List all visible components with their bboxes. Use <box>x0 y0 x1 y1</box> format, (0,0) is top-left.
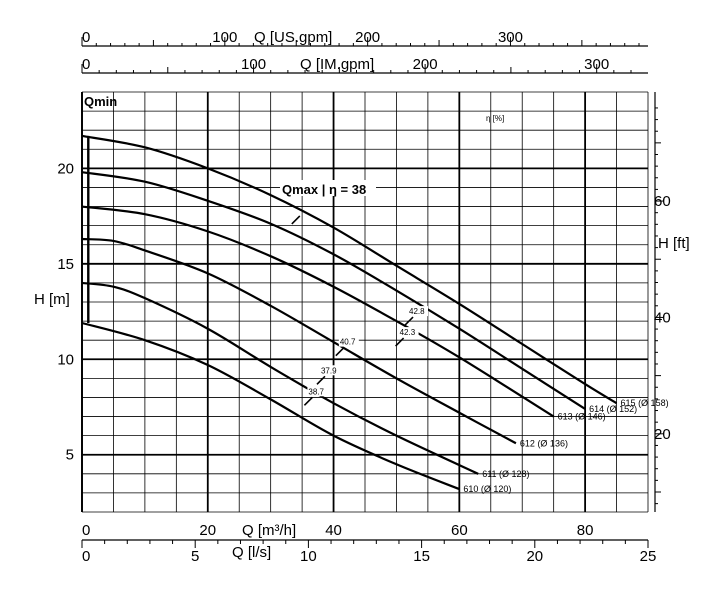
curve-label: 614 (Ø 152) <box>589 404 637 414</box>
y-tick-label-m: 10 <box>57 351 74 368</box>
qmax-tick <box>335 347 345 357</box>
qmax-title: Qmax | η = 38 <box>282 182 366 197</box>
x-tick-label-ls: 25 <box>640 548 657 565</box>
qmax-value-label: 42.3 <box>400 328 416 337</box>
qmax-value-label: 42.8 <box>409 307 425 316</box>
x-tick-label-ls: 5 <box>191 548 199 565</box>
left-axis: 5 10 15 20 H [m] <box>34 160 74 463</box>
x-tick-label-m3h: 40 <box>325 522 342 539</box>
qmax-value-label: 37.9 <box>321 366 337 375</box>
qmax-label-bg <box>338 336 359 347</box>
qmax-label-bg <box>398 327 419 338</box>
y-axis-title-m: H [m] <box>34 291 70 308</box>
im-gpm-tick-label: 0 <box>82 56 90 73</box>
us-gpm-axis-title: Q [US.gpm] <box>254 29 332 46</box>
x-tick-label-m3h: 80 <box>577 522 594 539</box>
qmax-tick <box>316 375 326 385</box>
curve-610 <box>81 321 460 491</box>
qmax-tick <box>395 337 405 347</box>
curve-614 <box>81 171 586 410</box>
ft-tick-label: 60 <box>654 193 671 210</box>
qmax-label-bg <box>319 365 340 376</box>
x-tick-label-ls: 20 <box>526 548 543 565</box>
qmax-value-label: 40.7 <box>340 338 356 347</box>
us-gpm-tick-label: 300 <box>498 29 523 46</box>
curve-611 <box>81 281 479 475</box>
x-tick-label-ls: 0 <box>82 548 90 565</box>
grid <box>81 91 649 513</box>
x-tick-label-m3h: 20 <box>199 522 216 539</box>
us-gpm-tick-label: 100 <box>212 29 237 46</box>
x-axis-title-m3h: Q [m³/h] <box>242 522 296 539</box>
x-tick-label-m3h: 60 <box>451 522 468 539</box>
y-tick-label-m: 20 <box>57 160 74 177</box>
y-tick-label-m: 5 <box>66 447 74 464</box>
ft-axis-title: H [ft] <box>658 235 690 252</box>
qmax-label-bg <box>307 386 328 397</box>
im-gpm-tick-label: 200 <box>413 56 438 73</box>
ft-tick-label: 40 <box>654 309 671 326</box>
qmax-value-label: 38.7 <box>308 387 324 396</box>
us-gpm-tick-label: 0 <box>82 29 90 46</box>
chart-labels: 610 (Ø 120) 611 (Ø 128) 612 (Ø 136) 613 (Ø … <box>84 94 669 494</box>
bottom-axes: 0 20 40 60 80 Q [m³/h] 0 5 10 15 20 25 Q [l/s] <box>81 522 657 565</box>
x-tick-label-ls: 10 <box>300 548 317 565</box>
x-tick-label-ls: 15 <box>413 548 430 565</box>
curve-615 <box>81 134 618 405</box>
curve-label: 613 (Ø 146) <box>558 412 606 422</box>
im-gpm-axis-title: Q [IM.gpm] <box>300 56 374 73</box>
qmax-label-bg <box>408 306 429 317</box>
qmax-title-bg <box>280 180 376 196</box>
y-tick-label-m: 15 <box>57 256 74 273</box>
curve-label: 611 (Ø 128) <box>482 469 529 479</box>
us-gpm-tick-label: 200 <box>355 29 380 46</box>
qmax-tick <box>291 215 301 225</box>
curve-label: 610 (Ø 120) <box>463 484 511 494</box>
qmax-tick <box>404 316 414 326</box>
curve-612 <box>81 237 517 445</box>
curve-613 <box>81 205 555 418</box>
pump-curves <box>81 134 618 491</box>
x-axis-title-ls: Q [l/s] <box>232 544 271 561</box>
x-tick-label-m3h: 0 <box>82 522 90 539</box>
ft-tick-label: 20 <box>654 426 671 443</box>
efficiency-annotation: η [%] <box>486 114 504 123</box>
im-gpm-tick-label: 300 <box>584 56 609 73</box>
curve-label: 615 (Ø 158) <box>621 398 669 408</box>
qmin-label: Qmin <box>84 94 117 109</box>
curve-label: 612 (Ø 136) <box>520 438 568 448</box>
right-axis: 20 40 60 H [ft] <box>654 92 690 512</box>
top-axes: 0 100 200 300 0 100 200 300 Q [US.gpm] Q [IM.gpm] <box>81 29 648 74</box>
qmax-tick <box>303 396 313 406</box>
im-gpm-tick-label: 100 <box>241 56 266 73</box>
qmax-marks <box>87 135 429 406</box>
